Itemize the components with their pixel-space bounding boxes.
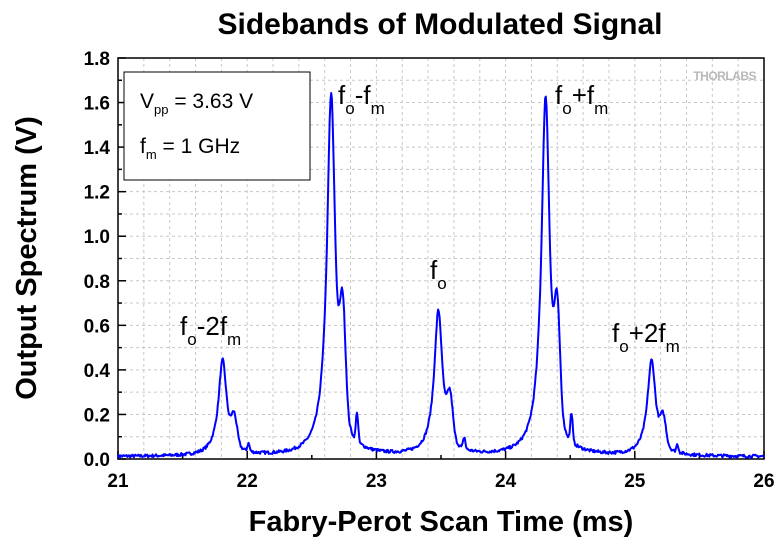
- peak-label-fo-plus-2fm: fo+2fm: [612, 318, 680, 356]
- grid-lines: [118, 58, 764, 459]
- y-tick-label: 0.6: [84, 316, 110, 337]
- y-tick-label: 0.8: [84, 272, 110, 293]
- x-tick-label: 24: [495, 471, 517, 492]
- y-tick-label: 1.0: [84, 227, 110, 248]
- y-tick-label: 1.8: [84, 49, 110, 70]
- y-tick-label: 1.4: [84, 138, 111, 159]
- x-axis-label: Fabry-Perot Scan Time (ms): [249, 506, 634, 538]
- x-tick-label: 22: [237, 471, 258, 492]
- info-box-line-vpp: Vpp = 3.63 V: [140, 90, 253, 117]
- x-tick-label: 26: [753, 471, 774, 492]
- y-axis-label: Output Spectrum (V): [11, 116, 43, 400]
- y-tick-label: 1.2: [84, 183, 110, 204]
- peak-label-fo-fm: fo-fm: [338, 80, 385, 118]
- info-box-line-fm: fm = 1 GHz: [140, 135, 240, 162]
- y-tick-label: 0.2: [84, 405, 110, 426]
- thorlabs-logo: THORLABS: [693, 69, 756, 83]
- peak-label-fo-2fm: fo-2fm: [180, 311, 241, 349]
- peak-label-fo: fo: [430, 255, 447, 293]
- x-tick-labels: 21 22 23 24 25 26: [107, 471, 774, 492]
- series-line: [117, 92, 765, 459]
- x-tick-label: 21: [107, 471, 129, 492]
- y-tick-label: 0.4: [84, 361, 111, 382]
- y-tick-label: 1.6: [84, 94, 110, 115]
- y-tick-labels: 0.0 0.2 0.4 0.6 0.8 1.0 1.2 1.4 1.6 1.8: [84, 49, 111, 471]
- peak-label-fo-plus-fm: fo+fm: [555, 80, 608, 118]
- x-tick-label: 23: [366, 471, 387, 492]
- info-box: [123, 71, 311, 181]
- chart-title: Sidebands of Modulated Signal: [217, 8, 662, 41]
- x-tick-label: 25: [624, 471, 646, 492]
- y-tick-label: 0.0: [84, 450, 110, 471]
